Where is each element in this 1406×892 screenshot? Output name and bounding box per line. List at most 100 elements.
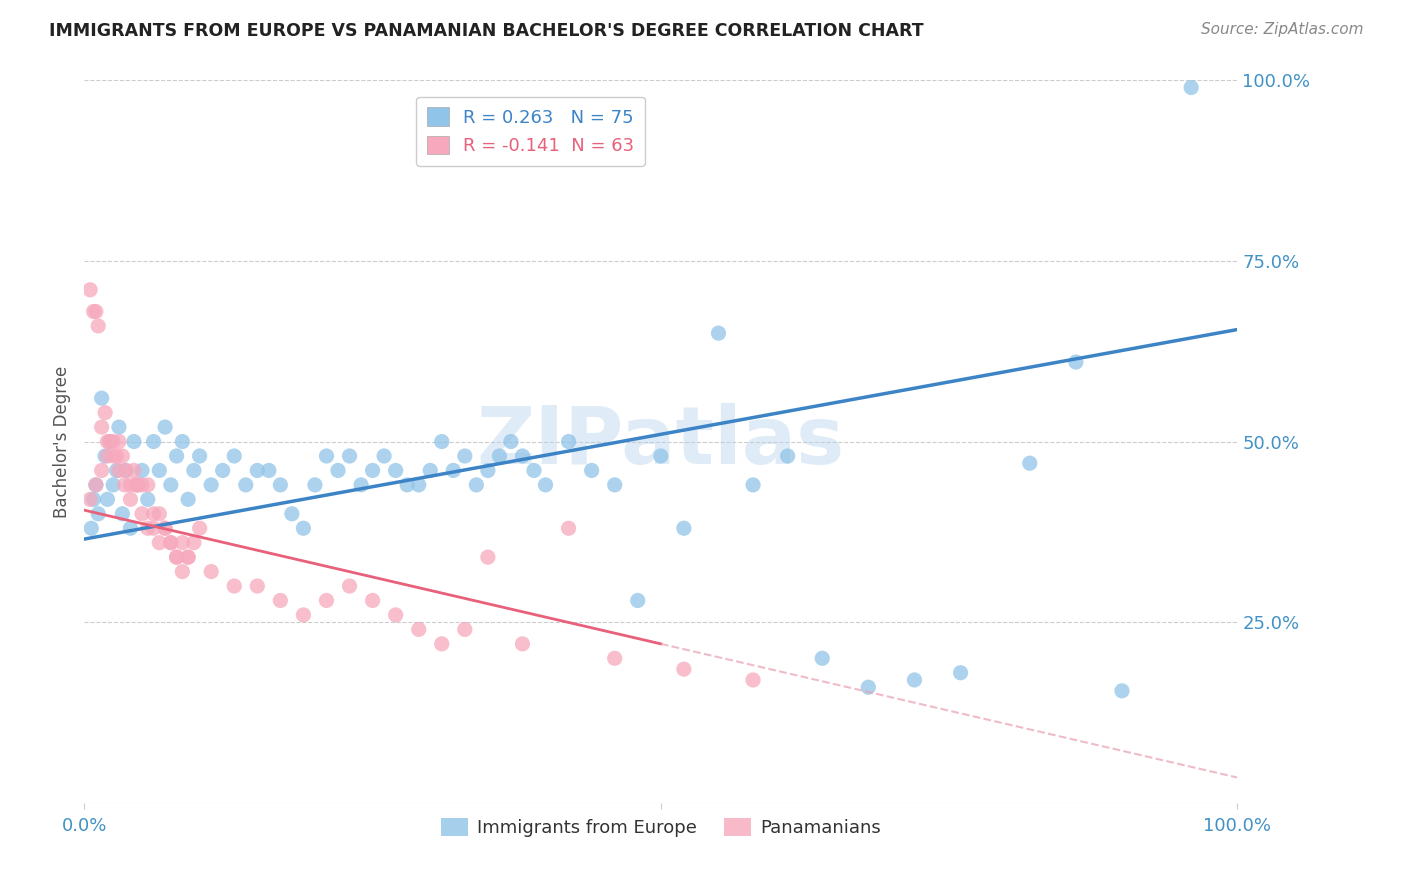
Point	[776, 449, 799, 463]
Text: IMMIGRANTS FROM EUROPE VS PANAMANIAN BACHELOR'S DEGREE CORRELATION CHART: IMMIGRANTS FROM EUROPE VS PANAMANIAN BAC…	[49, 22, 924, 40]
Point	[83, 492, 105, 507]
Point	[83, 304, 105, 318]
Point	[361, 463, 384, 477]
Point	[257, 463, 280, 477]
Point	[105, 463, 128, 477]
Point	[361, 593, 384, 607]
Point	[153, 521, 176, 535]
Point	[512, 637, 534, 651]
Point	[131, 507, 153, 521]
Point	[281, 507, 304, 521]
Point	[166, 449, 188, 463]
Point	[742, 673, 765, 687]
Legend: Immigrants from Europe, Panamanians: Immigrants from Europe, Panamanians	[433, 811, 889, 845]
Point	[160, 535, 183, 549]
Point	[166, 550, 188, 565]
Point	[111, 449, 134, 463]
Point	[304, 478, 326, 492]
Point	[142, 507, 165, 521]
Point	[408, 623, 430, 637]
Point	[96, 492, 118, 507]
Point	[142, 434, 165, 449]
Point	[581, 463, 603, 477]
Point	[172, 565, 194, 579]
Point	[108, 420, 131, 434]
Point	[465, 478, 488, 492]
Point	[148, 507, 170, 521]
Point	[115, 463, 138, 477]
Point	[949, 665, 972, 680]
Point	[111, 507, 134, 521]
Point	[84, 304, 107, 318]
Point	[94, 449, 117, 463]
Point	[96, 449, 118, 463]
Point	[235, 478, 257, 492]
Point	[177, 492, 200, 507]
Point	[103, 434, 124, 449]
Point	[177, 550, 200, 565]
Point	[224, 579, 246, 593]
Point	[87, 318, 110, 333]
Point	[811, 651, 834, 665]
Point	[384, 607, 406, 622]
Point	[98, 434, 121, 449]
Point	[127, 478, 149, 492]
Point	[80, 521, 103, 535]
Point	[166, 550, 188, 565]
Point	[339, 579, 361, 593]
Point	[160, 535, 183, 549]
Point	[79, 492, 101, 507]
Point	[707, 326, 730, 340]
Point	[114, 478, 136, 492]
Point	[557, 434, 579, 449]
Point	[131, 463, 153, 477]
Point	[1111, 683, 1133, 698]
Point	[103, 478, 124, 492]
Point	[148, 535, 170, 549]
Point	[160, 478, 183, 492]
Point	[79, 283, 101, 297]
Y-axis label: Bachelor's Degree: Bachelor's Degree	[53, 366, 72, 517]
Point	[120, 492, 142, 507]
Point	[534, 478, 557, 492]
Point	[672, 662, 695, 676]
Point	[142, 521, 165, 535]
Point	[84, 478, 107, 492]
Point	[603, 478, 626, 492]
Point	[350, 478, 373, 492]
Point	[87, 507, 110, 521]
Point	[339, 449, 361, 463]
Point	[153, 521, 176, 535]
Point	[90, 463, 112, 477]
Point	[84, 478, 107, 492]
Text: Source: ZipAtlas.com: Source: ZipAtlas.com	[1201, 22, 1364, 37]
Point	[224, 449, 246, 463]
Point	[419, 463, 441, 477]
Point	[94, 406, 117, 420]
Point	[627, 593, 650, 607]
Point	[125, 478, 148, 492]
Point	[96, 434, 118, 449]
Point	[430, 434, 453, 449]
Point	[115, 463, 138, 477]
Point	[512, 449, 534, 463]
Point	[292, 521, 315, 535]
Point	[454, 623, 477, 637]
Point	[488, 449, 510, 463]
Point	[1064, 355, 1087, 369]
Point	[98, 434, 121, 449]
Point	[292, 607, 315, 622]
Point	[108, 463, 131, 477]
Point	[172, 434, 194, 449]
Point	[477, 550, 499, 565]
Point	[188, 521, 211, 535]
Point	[153, 420, 176, 434]
Point	[246, 463, 269, 477]
Point	[105, 449, 128, 463]
Point	[315, 593, 337, 607]
Point	[269, 478, 291, 492]
Point	[120, 521, 142, 535]
Point	[90, 391, 112, 405]
Point	[557, 521, 579, 535]
Point	[903, 673, 925, 687]
